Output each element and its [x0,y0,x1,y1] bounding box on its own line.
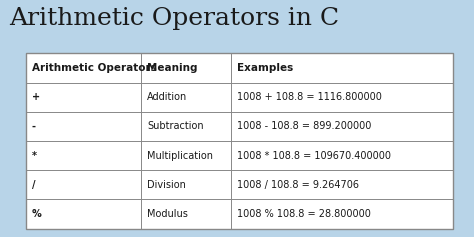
Text: %: % [32,209,42,219]
Text: Arithmetic Operators in C: Arithmetic Operators in C [9,7,339,30]
Text: 1008 + 108.8 = 1116.800000: 1008 + 108.8 = 1116.800000 [237,92,382,102]
Text: /: / [32,180,35,190]
Text: Examples: Examples [237,63,293,73]
Text: Division: Division [147,180,186,190]
Text: Meaning: Meaning [147,63,198,73]
Text: -: - [32,121,36,131]
Text: 1008 * 108.8 = 109670.400000: 1008 * 108.8 = 109670.400000 [237,151,391,161]
Text: Multiplication: Multiplication [147,151,213,161]
Text: *: * [32,151,37,161]
Text: Addition: Addition [147,92,187,102]
Text: Arithmetic Operators: Arithmetic Operators [32,63,156,73]
Text: 1008 / 108.8 = 9.264706: 1008 / 108.8 = 9.264706 [237,180,358,190]
Text: Subtraction: Subtraction [147,121,203,131]
Text: Modulus: Modulus [147,209,188,219]
Text: +: + [32,92,40,102]
Bar [26,53,453,229]
Text: 1008 - 108.8 = 899.200000: 1008 - 108.8 = 899.200000 [237,121,371,131]
Text: 1008 % 108.8 = 28.800000: 1008 % 108.8 = 28.800000 [237,209,370,219]
